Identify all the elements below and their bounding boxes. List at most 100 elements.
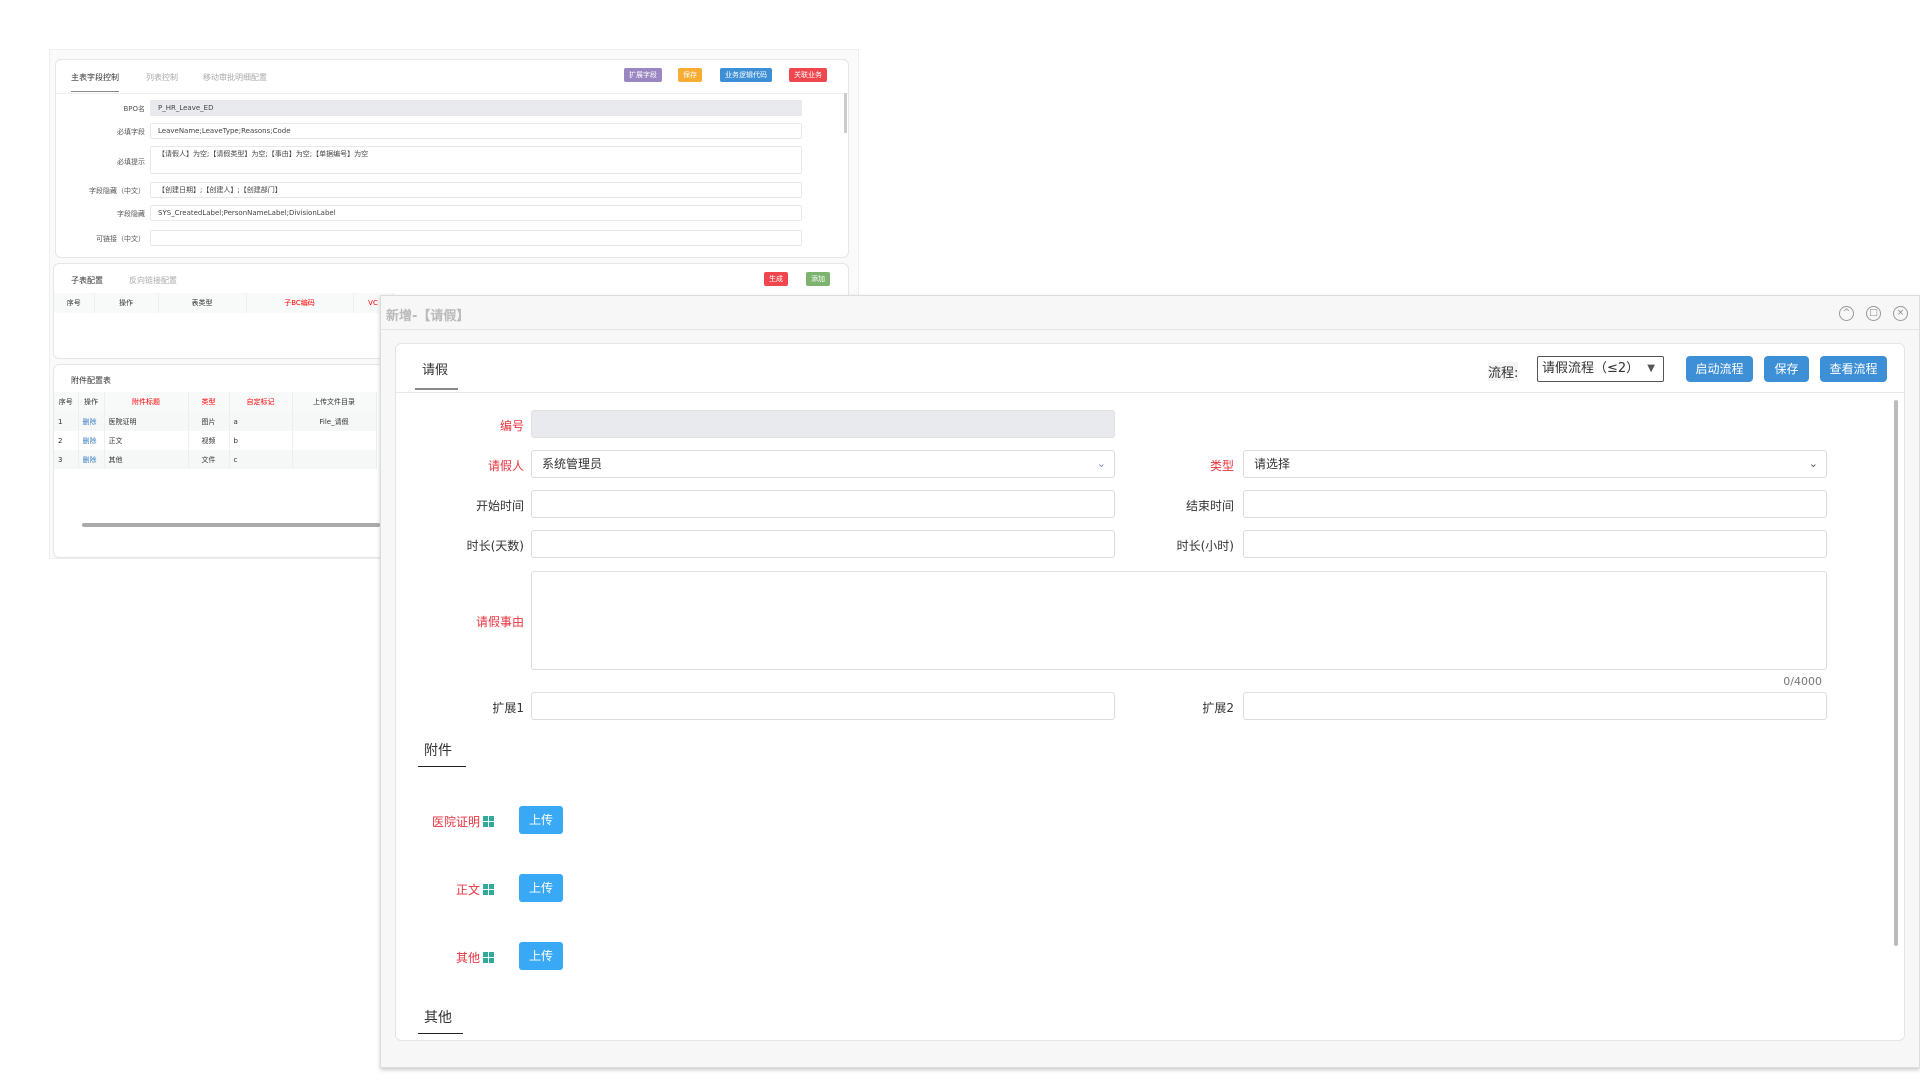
cell: 2 [54,431,79,450]
attachment-section-title: 附件 [418,740,466,767]
attachment-name: 其他 [455,951,480,965]
cell: 视频 [188,431,230,450]
cell: 图片 [188,412,230,431]
applicant-select[interactable]: 系统管理员 ⌄ [531,450,1115,478]
table-row: 2 删除 正文 视频 b [54,431,377,450]
col-header: 操作 [78,392,105,412]
tab-main-fields[interactable]: 主表字段控制 [71,72,119,92]
cell: c [229,450,293,469]
cell: 3 [54,450,79,469]
attachment-name: 医院证明 [431,815,480,829]
attachment-label: 医院证明 [384,813,494,830]
required-fields-select[interactable]: LeaveName;LeaveType;Reasons;Code [150,123,802,139]
hidden-cn-select[interactable]: 【创建日期】;【创建人】;【创建部门】 [150,182,802,198]
chevron-down-icon: ▼ [1647,363,1655,374]
label-hidden: 字段隐藏 [117,210,145,218]
close-icon[interactable]: × [1893,306,1908,321]
tab-sub-table[interactable]: 子表配置 [71,275,103,295]
add-button[interactable]: 添加 [806,272,830,286]
cell: 文件 [188,450,230,469]
label-linkable: 可链接（中文） [96,235,145,243]
delete-link[interactable]: 删除 [78,450,105,469]
delete-link[interactable]: 删除 [78,431,105,450]
tab-reverse-link[interactable]: 反向链接配置 [129,276,177,285]
tab-leave[interactable]: 请假 [422,363,449,378]
applicant-value: 系统管理员 [542,457,603,471]
attachment-label: 正文 [384,881,494,898]
days-input[interactable] [531,530,1115,558]
col-header: 附件标题 [104,392,189,412]
tab-list-control[interactable]: 列表控制 [146,73,178,82]
sub-table: 序号 操作 表类型 子BC编码 VC [54,293,394,313]
chevron-down-icon: ⌄ [1808,457,1818,470]
hidden-input[interactable]: SYS_CreatedLabel;PersonNameLabel;Divisio… [150,205,802,221]
delete-link[interactable]: 删除 [78,412,105,431]
cell: b [229,431,293,450]
label-ext1: 扩展1 [492,701,524,715]
upload-button[interactable]: 上传 [519,874,563,902]
cell: 其他 [104,450,189,469]
qr-code-icon[interactable] [483,952,494,963]
qr-code-icon[interactable] [483,816,494,827]
end-time-input[interactable] [1243,490,1827,518]
required-tip-textarea[interactable]: 【请假人】为空;【请假类型】为空;【事由】为空;【单据编号】为空 [150,146,802,174]
label-applicant: 请假人 [487,459,524,473]
start-time-input[interactable] [531,490,1115,518]
cell: 医院证明 [104,412,189,431]
tab-mobile-config[interactable]: 移动审批明细配置 [203,73,267,82]
collapse-icon[interactable]: ^ [1839,306,1854,321]
table-row: 3 删除 其他 文件 c [54,450,377,469]
char-counter: 0/4000 [1783,675,1822,688]
label-required: 必填字段 [117,128,145,136]
label-hours: 时长(小时) [1176,539,1234,553]
vertical-scrollbar[interactable] [1894,400,1898,946]
label-bpo: BPO名 [123,105,145,113]
cell: File_请假 [292,412,377,431]
label-ext2: 扩展2 [1202,701,1234,715]
bg-save-button[interactable]: 保存 [678,68,702,82]
col-header: 类型 [188,392,230,412]
label-code: 编号 [499,419,524,433]
flow-label: 流程: [1488,362,1519,381]
horizontal-scrollbar[interactable] [82,523,380,527]
type-value: 请选择 [1254,457,1291,471]
label-days: 时长(天数) [466,539,524,553]
label-reason: 请假事由 [475,615,524,629]
col-header: 子BC编码 [246,293,354,313]
other-section-title: 其他 [418,1007,463,1034]
upload-button[interactable]: 上传 [519,806,563,834]
reason-textarea[interactable] [531,571,1827,670]
cell [292,431,377,450]
attachment-label: 其他 [384,949,494,966]
flow-select[interactable]: 请假流程（≤2） ▼ [1537,356,1664,382]
start-flow-button[interactable]: 启动流程 [1686,356,1753,382]
logic-code-button[interactable]: 业务逻辑代码 [720,68,772,82]
col-header: 操作 [94,293,159,313]
label-type: 类型 [1209,459,1234,473]
cell [292,450,377,469]
col-header: 上传文件目录 [292,392,377,412]
ext1-input[interactable] [531,692,1115,720]
code-input[interactable] [531,410,1115,438]
bpo-input[interactable]: P_HR_Leave_ED [150,100,802,116]
linkable-input[interactable] [150,230,802,246]
label-start: 开始时间 [475,499,524,513]
attachment-name: 正文 [455,883,480,897]
type-select[interactable]: 请选择 ⌄ [1243,450,1827,478]
extend-field-button[interactable]: 扩展字段 [624,68,662,82]
col-header: 自定标记 [229,392,293,412]
save-button[interactable]: 保存 [1764,356,1809,382]
col-header: 序号 [54,392,79,412]
qr-code-icon[interactable] [483,884,494,895]
scrollbar[interactable] [844,93,847,133]
view-flow-button[interactable]: 查看流程 [1820,356,1887,382]
table-row: 1 删除 医院证明 图片 a File_请假 [54,412,377,431]
upload-button[interactable]: 上传 [519,942,563,970]
ext2-input[interactable] [1243,692,1827,720]
hours-input[interactable] [1243,530,1827,558]
maximize-icon[interactable]: □ [1866,306,1881,321]
col-header: 序号 [54,293,95,313]
generate-button[interactable]: 生成 [764,272,788,286]
related-business-button[interactable]: 关联业务 [789,68,827,82]
cell: 1 [54,412,79,431]
